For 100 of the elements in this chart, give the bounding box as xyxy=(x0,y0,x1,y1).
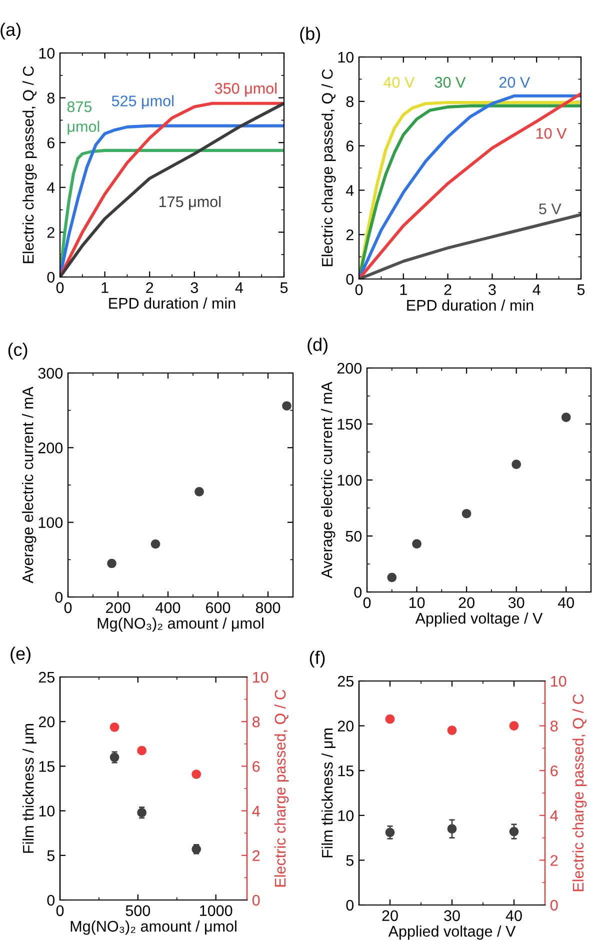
x-tick-label: 10 xyxy=(409,597,425,608)
x-tick-label: 40 xyxy=(558,597,574,608)
y-tick-label: 10 xyxy=(39,806,55,816)
x-axis-title: EPD duration / min xyxy=(407,299,534,311)
point xyxy=(282,401,292,411)
x-tick-label: 4 xyxy=(532,284,540,295)
chart-title: (d) xyxy=(308,338,328,355)
y-tick-label: 6 xyxy=(346,140,354,152)
x-tick-label: 1 xyxy=(102,282,108,293)
x-tick-label: 2 xyxy=(444,284,452,295)
point xyxy=(447,726,457,735)
series-label: 175 μmol xyxy=(160,196,220,210)
y2-tick-label: 0 xyxy=(252,894,260,906)
x-tick-label: 0 xyxy=(363,597,371,608)
x-tick-label: 30 xyxy=(444,910,460,922)
y-tick-label: 8 xyxy=(346,96,354,108)
point xyxy=(512,460,521,469)
y-axis-title: Film thickness / μm xyxy=(22,724,37,853)
x-tick-label: 400 xyxy=(156,602,180,614)
y-tick-label: 25 xyxy=(338,676,354,687)
point xyxy=(110,722,120,732)
point xyxy=(107,558,116,568)
x-axis-title: Mg(NO₃)₂ amount / μmol xyxy=(70,920,236,935)
y-tick-label: 10 xyxy=(39,48,55,59)
y-tick-label: 20 xyxy=(338,720,354,732)
y-tick-label: 0 xyxy=(47,272,55,283)
y-tick-label: 10 xyxy=(338,810,354,822)
x-tick-label: 5 xyxy=(577,284,585,296)
point xyxy=(387,572,397,582)
y-tick-label: 20 xyxy=(38,716,55,728)
y2-tick-label: 6 xyxy=(252,761,260,772)
x-tick-label: 5 xyxy=(280,282,288,294)
x-tick-label: 1 xyxy=(400,284,407,295)
y-tick-label: 15 xyxy=(338,766,354,776)
x-tick-label: 2 xyxy=(146,282,154,293)
x-tick-label: 0 xyxy=(64,602,72,614)
point xyxy=(412,539,422,548)
point xyxy=(137,746,146,756)
chart-title: (f) xyxy=(310,650,325,668)
x-tick-label: 30 xyxy=(508,597,524,608)
x-tick-label: 3 xyxy=(190,282,198,294)
chart-title: (e) xyxy=(10,646,30,664)
x-axis-title: Applied voltage / V xyxy=(415,612,543,627)
y-tick-label: 25 xyxy=(38,672,54,683)
point xyxy=(194,487,204,496)
y-tick-label: 10 xyxy=(338,52,354,63)
y-tick-label: 4 xyxy=(46,182,55,193)
y-tick-label: 100 xyxy=(38,517,63,528)
y-axis-title: Average electric current / mA xyxy=(321,382,336,578)
point xyxy=(192,770,202,779)
point xyxy=(561,412,571,422)
x-axis-title: EPD duration / min xyxy=(109,297,236,309)
y2-axis-title: Electric charge passed, Q / C xyxy=(572,694,587,892)
y-tick-label: 200 xyxy=(38,442,63,454)
y-tick-label: 0 xyxy=(354,586,362,598)
series-label: 350 μmol xyxy=(214,82,276,97)
chart-title: (b) xyxy=(300,26,320,44)
series-label: 5 V xyxy=(539,204,562,214)
y-tick-label: 5 xyxy=(346,855,354,866)
y2-tick-label: 8 xyxy=(550,720,558,732)
y-tick-label: 4 xyxy=(346,185,354,196)
point xyxy=(462,508,472,518)
series-label: 875 μmol xyxy=(67,101,100,135)
y-tick-label: 15 xyxy=(39,761,54,772)
y2-tick-label: 6 xyxy=(550,765,558,776)
y-tick-label: 300 xyxy=(38,368,63,379)
y-tick-label: 0 xyxy=(47,894,55,906)
y2-tick-label: 4 xyxy=(252,806,260,816)
x-tick-label: 20 xyxy=(382,910,398,922)
y2-tick-label: 2 xyxy=(252,850,260,861)
y-axis-title: Average electric current / mA xyxy=(22,386,36,584)
x-tick-label: 500 xyxy=(126,905,150,916)
y-tick-label: 100 xyxy=(338,474,362,486)
y-axis-title: Electric charge passed, Q / C xyxy=(322,69,336,266)
x-tick-label: 600 xyxy=(206,602,230,614)
point xyxy=(150,539,160,549)
x-tick-label: 20 xyxy=(458,597,474,608)
y2-tick-label: 4 xyxy=(550,810,558,821)
y-tick-label: 150 xyxy=(338,418,362,430)
series-label: 30 V xyxy=(434,76,466,88)
y-tick-label: 6 xyxy=(47,137,54,148)
y-axis-title: Film thickness / μm xyxy=(322,728,336,858)
y2-tick-label: 10 xyxy=(253,672,268,683)
y-tick-label: 50 xyxy=(346,530,362,542)
series-label: 525 μmol xyxy=(112,95,174,110)
x-tick-label: 1000 xyxy=(200,905,232,916)
y2-tick-label: 2 xyxy=(550,855,558,866)
y-tick-label: 200 xyxy=(337,362,362,374)
x-axis-title: Applied voltage / V xyxy=(388,925,516,940)
point xyxy=(385,714,395,724)
series-label: 20 V xyxy=(499,76,530,88)
y-tick-label: 5 xyxy=(47,850,54,862)
y-tick-label: 2 xyxy=(346,229,354,240)
x-tick-label: 800 xyxy=(256,602,280,614)
x-tick-label: 3 xyxy=(488,284,496,296)
y2-tick-label: 8 xyxy=(252,716,260,728)
x-tick-label: 40 xyxy=(506,910,522,922)
x-tick-label: 200 xyxy=(106,602,130,614)
series-label: 40 V xyxy=(384,76,415,88)
y2-tick-label: 10 xyxy=(551,676,566,687)
